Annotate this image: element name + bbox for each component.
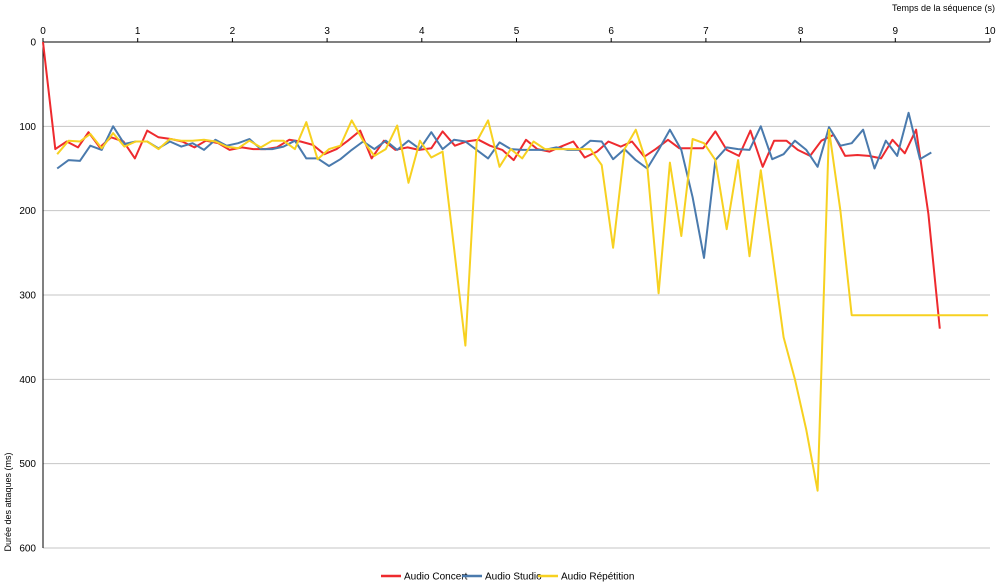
y-tick-label: 400 xyxy=(19,375,36,386)
series-line-audio-concert xyxy=(42,41,941,329)
x-tick-label: 6 xyxy=(608,26,614,37)
x-tick-label: 7 xyxy=(703,26,709,37)
y-tick-label: 100 xyxy=(19,122,36,133)
x-tick-label: 0 xyxy=(40,26,46,37)
y-axis-title: Durée des attaques (ms) xyxy=(3,452,13,551)
x-tick-label: 1 xyxy=(135,26,141,37)
y-tick-label: 0 xyxy=(30,38,36,49)
series-line-audio-studio xyxy=(56,111,932,259)
x-tick-label: 8 xyxy=(798,26,804,37)
legend-label: Audio Studio xyxy=(485,572,542,583)
legend-label: Audio Répétition xyxy=(561,572,634,583)
x-tick-label: 3 xyxy=(324,26,330,37)
x-axis-title: Temps de la séquence (s) xyxy=(892,3,995,13)
y-tick-label: 500 xyxy=(19,459,36,470)
x-tick-label: 4 xyxy=(419,26,425,37)
legend: Audio Concert Audio Studio Audio Répétitio… xyxy=(381,572,634,583)
series-line-audio-r-p-tition xyxy=(56,119,989,492)
y-tick-label: 200 xyxy=(19,206,36,217)
gridlines xyxy=(43,125,990,549)
y-tick-label: 300 xyxy=(19,291,36,302)
x-tick-label: 5 xyxy=(514,26,520,37)
axes: 0 100 200 300 400 500 600 0 1 2 3 4 5 6 7 8 9 10 xyxy=(19,26,996,555)
y-tick-label: 600 xyxy=(19,544,36,555)
x-tick-label: 2 xyxy=(230,26,236,37)
x-tick-label: 9 xyxy=(893,26,899,37)
legend-label: Audio Concert xyxy=(404,572,468,583)
series-lines xyxy=(42,41,989,492)
x-tick-label: 10 xyxy=(984,26,996,37)
